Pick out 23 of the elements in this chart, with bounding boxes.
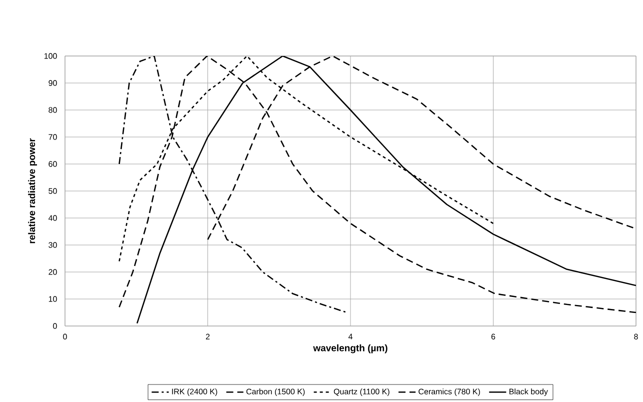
x-tick-label: 2 <box>206 334 210 340</box>
y-tick-label: 60 <box>48 161 57 167</box>
legend-label: IRK (2400 K) <box>172 388 218 396</box>
y-tick-label: 0 <box>53 323 57 329</box>
y-tick-label: 80 <box>48 107 57 113</box>
y-tick-label: 100 <box>44 53 57 59</box>
y-tick-label: 90 <box>48 80 57 86</box>
y-axis-title: relative radiative power <box>28 138 37 244</box>
legend-label: Quartz (1100 K) <box>334 388 390 396</box>
x-axis-title: wavelength (µm) <box>313 344 388 354</box>
y-tick-label: 20 <box>48 269 57 275</box>
legend-label: Ceramics (780 K) <box>418 388 480 396</box>
x-tick-label: 0 <box>63 334 67 340</box>
y-tick-label: 70 <box>48 134 57 140</box>
y-tick-label: 10 <box>48 296 57 302</box>
legend-label: Carbon (1500 K) <box>246 388 305 396</box>
y-tick-label: 30 <box>48 242 57 248</box>
y-tick-label: 40 <box>48 215 57 221</box>
x-tick-label: 4 <box>348 334 352 340</box>
x-tick-label: 6 <box>491 334 496 340</box>
legend-label: Black body <box>509 388 548 396</box>
x-tick-label: 8 <box>634 334 638 340</box>
y-tick-label: 50 <box>48 188 57 194</box>
